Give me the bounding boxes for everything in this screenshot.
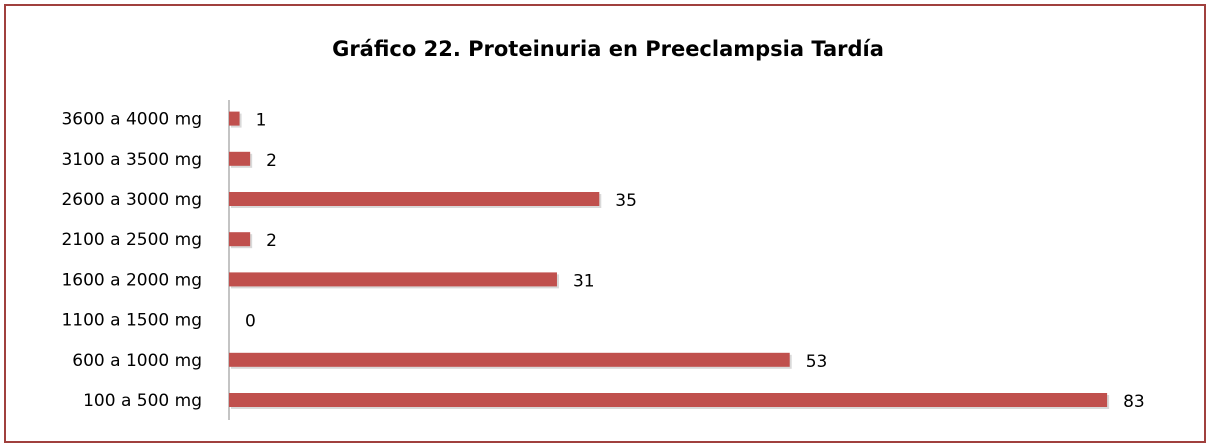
y-tick-label: 100 a 500 mg [83, 391, 202, 411]
y-tick-label: 2600 a 3000 mg [61, 190, 202, 210]
bar [229, 272, 557, 287]
y-tick-label: 600 a 1000 mg [72, 351, 202, 371]
data-label: 0 [245, 312, 256, 332]
data-label: 2 [266, 151, 277, 171]
data-label: 83 [1123, 392, 1145, 412]
bar [229, 151, 251, 166]
bar [229, 111, 240, 126]
data-label: 2 [266, 231, 277, 251]
bar [229, 192, 600, 206]
y-tick-label: 2100 a 2500 mg [61, 230, 202, 250]
data-label: 31 [573, 271, 595, 291]
chart-border [4, 4, 1206, 443]
bar [229, 393, 1108, 407]
data-label: 1 [256, 111, 267, 131]
chart-title: Gráfico 22. Proteinuria en Preeclampsia … [332, 37, 884, 61]
bar [229, 352, 790, 367]
data-label: 53 [806, 352, 828, 372]
y-tick-label: 1100 a 1500 mg [61, 311, 202, 331]
y-tick-label: 1600 a 2000 mg [61, 270, 202, 290]
data-label: 35 [615, 191, 637, 211]
y-tick-label: 3600 a 4000 mg [61, 110, 202, 130]
bar [229, 232, 251, 247]
y-tick-label: 3100 a 3500 mg [61, 150, 202, 170]
